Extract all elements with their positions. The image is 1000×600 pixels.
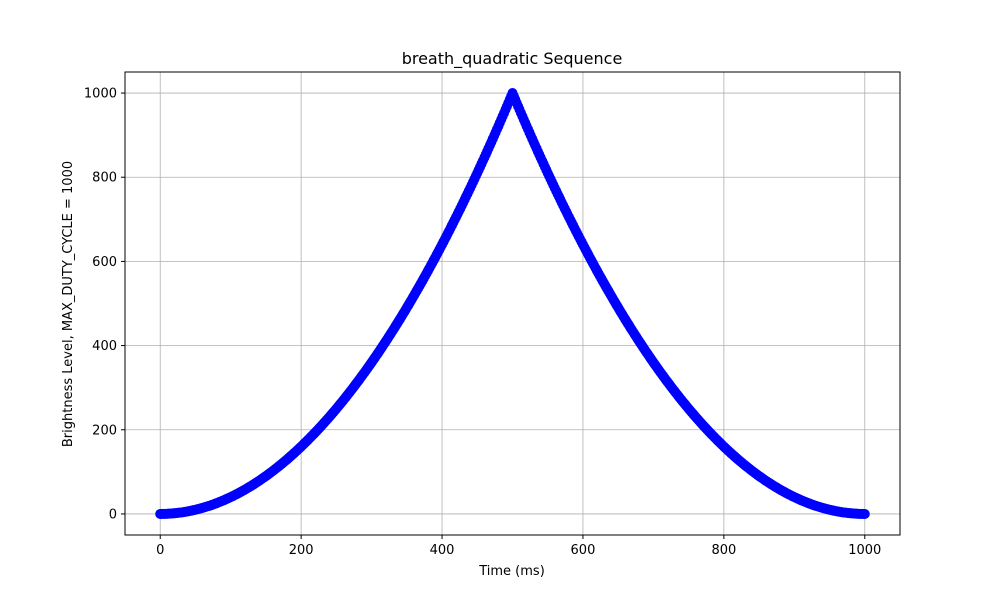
axis-ticks: 0 200 400 600 800 1000 0 200 400 600 800 1000 — [84, 87, 881, 558]
x-tick-label: 200 — [289, 543, 314, 558]
y-tick-label: 0 — [109, 507, 117, 522]
x-axis-label: Time (ms) — [478, 564, 545, 579]
x-tick-label: 0 — [156, 543, 164, 558]
x-tick-label: 800 — [711, 543, 736, 558]
x-tick-label: 400 — [430, 543, 455, 558]
chart-title: breath_quadratic Sequence — [402, 49, 623, 69]
data-point — [859, 508, 870, 519]
y-tick-label: 200 — [92, 423, 117, 438]
data-points — [155, 88, 870, 519]
x-tick-label: 600 — [571, 543, 596, 558]
y-axis-label: Brightness Level, MAX_DUTY_CYCLE = 1000 — [61, 161, 76, 447]
x-tick-label: 1000 — [848, 543, 881, 558]
y-tick-label: 800 — [92, 171, 117, 186]
grid-lines — [125, 72, 900, 535]
y-tick-label: 1000 — [84, 87, 117, 102]
plot-area-frame — [124, 71, 901, 536]
y-tick-label: 600 — [92, 255, 117, 270]
y-tick-label: 400 — [92, 339, 117, 354]
